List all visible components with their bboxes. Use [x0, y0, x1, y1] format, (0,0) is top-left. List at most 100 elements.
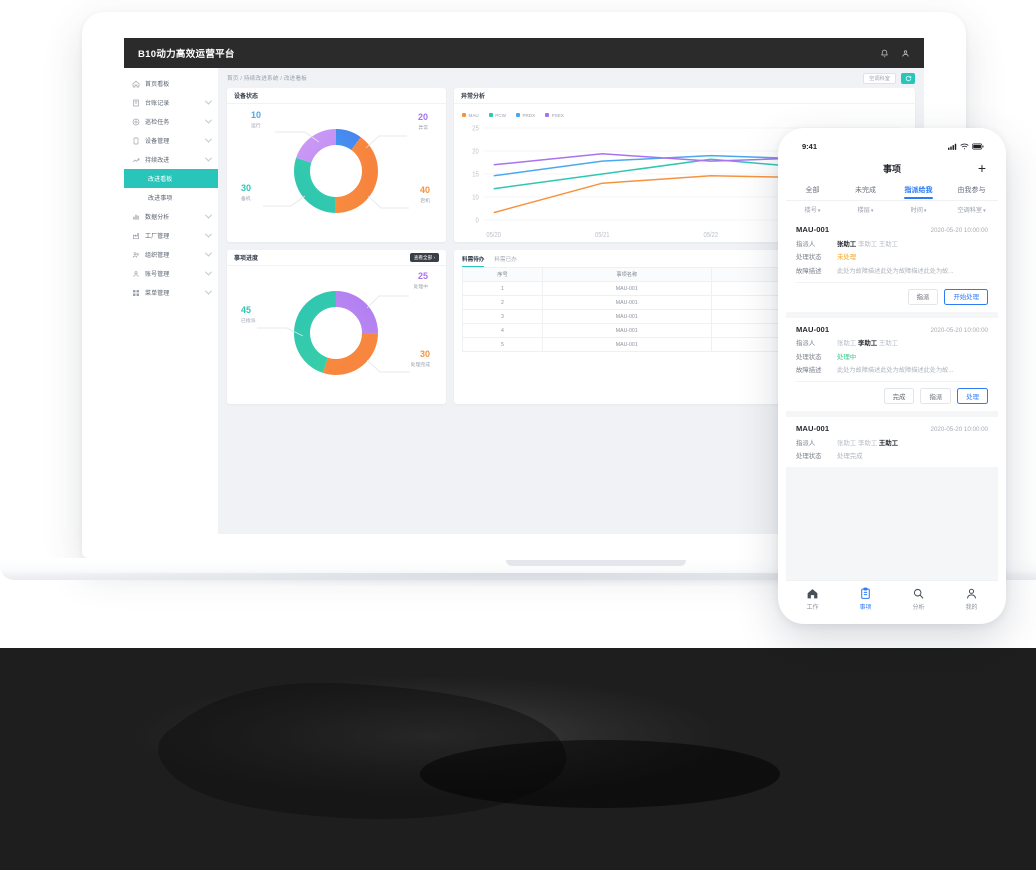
legend-item[interactable]: MAU [462, 113, 479, 118]
legend-item[interactable]: PSEX [545, 113, 564, 118]
sidebar-sublabel: 改进看板 [148, 177, 173, 183]
legend-swatch [462, 113, 466, 117]
assignee-name: 王助工 [878, 439, 899, 447]
assignee-label: 指派人 [796, 340, 816, 347]
sidebar-item-account[interactable]: 账号管理 [124, 264, 218, 283]
status-label: 处理状态 [796, 453, 822, 460]
list-item[interactable]: MAU-001 2020-05-20 10:00:00 指派人 张助工 李助工 … [786, 218, 998, 312]
sidebar-label: 数据分析 [145, 215, 170, 221]
assignee-values: 张助工 李助工 王助工 [837, 239, 898, 248]
card-actions: 完成 指派 处理 [796, 381, 988, 404]
legend-item[interactable]: PRDX [515, 113, 535, 118]
svg-text:15: 15 [472, 171, 479, 179]
sidebar-item-organization[interactable]: 组织管理 [124, 245, 218, 264]
tabbar-item-analysis[interactable]: 分析 [892, 587, 945, 611]
donut-callout-abnormal: 20 异常 [417, 112, 428, 131]
phone-navbar: 事项 + [786, 156, 998, 180]
svg-text:20: 20 [472, 148, 479, 156]
cell-index: 1 [462, 281, 543, 296]
status-badge: 处理中 [837, 353, 857, 361]
item-date: 2020-05-20 10:00:00 [930, 426, 988, 433]
assignee-name: 王助工 [878, 240, 899, 248]
cell-name: MAU-001 [541, 309, 712, 324]
cell-index: 2 [462, 295, 543, 310]
tab-todo[interactable]: 料需待办 [462, 250, 485, 267]
complete-button[interactable]: 完成 [883, 388, 915, 404]
cell-name: MAU-001 [541, 337, 712, 352]
svg-text:0: 0 [475, 217, 479, 225]
svg-text:25: 25 [472, 125, 479, 133]
start-process-button[interactable]: 开始处理 [944, 288, 988, 305]
desc-label: 故障描述 [796, 367, 822, 374]
assignee-name: 张助工 [837, 240, 857, 248]
filter-floor[interactable]: 楼层▾ [857, 207, 874, 214]
tabbar-item-mine[interactable]: 我的 [945, 587, 998, 611]
bell-icon[interactable] [880, 49, 889, 58]
sidebar-label: 工厂管理 [145, 234, 170, 240]
add-item-button[interactable]: + [977, 160, 986, 176]
list-item[interactable]: MAU-001 2020-05-20 10:00:00 指派人 张助工 李助工 … [786, 317, 998, 411]
tabbar-item-items[interactable]: 事项 [839, 587, 892, 611]
filter-building[interactable]: 楼号▾ [804, 207, 821, 214]
cell-index: 3 [462, 309, 543, 324]
process-button[interactable]: 处理 [957, 388, 988, 404]
status-label: 处理状态 [796, 353, 822, 361]
list-item[interactable]: MAU-001 2020-05-20 10:00:00 指派人 张助工 李助工 … [786, 417, 998, 467]
chevron-down-icon [204, 268, 213, 276]
card-header: 异常分析 [454, 88, 915, 104]
filter-department[interactable]: 空调科室▾ [957, 207, 986, 214]
phone-filter-bar: 楼号▾ 楼层▾ 时间▾ 空调科室▾ [786, 200, 998, 218]
device-status-card: 设备状态 [227, 88, 446, 242]
sidebar-item-home[interactable]: 首页看板 [124, 74, 218, 93]
sidebar-item-factory[interactable]: 工厂管理 [124, 226, 218, 245]
assignee-label: 指派人 [796, 439, 816, 447]
tabbar-item-work[interactable]: 工作 [786, 587, 839, 611]
sidebar-subitem-improvement-items[interactable]: 改进事项 [124, 188, 218, 207]
col-index: 序号 [462, 267, 543, 282]
sidebar-subitem-improvement-board[interactable]: 改进看板 [124, 169, 218, 188]
chart-legend: MAU PCW PRDX [462, 110, 907, 120]
refresh-button[interactable] [901, 72, 915, 84]
view-all-button[interactable]: 查看全部 › [409, 253, 439, 262]
assignee-values: 张助工 李助工 王助工 [837, 338, 898, 347]
sidebar-item-device[interactable]: 设备管理 [124, 131, 218, 150]
assign-button[interactable]: 指派 [920, 388, 952, 404]
user-icon[interactable] [901, 49, 910, 58]
tab-done[interactable]: 料需已办 [494, 256, 517, 263]
donut-callout-running: 10 运行 [251, 110, 262, 129]
tabbar-label: 工作 [806, 604, 819, 611]
header-icon-group [880, 49, 910, 58]
assign-button[interactable]: 指派 [907, 288, 939, 305]
tab-incomplete[interactable]: 未完成 [855, 187, 876, 194]
sidebar-item-inspection[interactable]: 巡检任务 [124, 112, 218, 131]
donut-callout-assigned: 45 已指派 [241, 305, 256, 324]
card-top: MAU-001 2020-05-20 10:00:00 [796, 325, 988, 334]
desc-row: 故障描述 此处为故障描述此处为故障描述此处为故... [796, 365, 988, 374]
table-tabs: 料需待办 料需已办 [454, 250, 915, 267]
desc-text: 此处为故障描述此处为故障描述此处为故... [837, 367, 954, 374]
legend-item[interactable]: PCW [488, 113, 506, 118]
assignee-name: 李助工 [857, 240, 878, 248]
assignee-name: 王助工 [878, 340, 899, 347]
tab-assigned-to-me[interactable]: 指派给我 [892, 180, 945, 200]
item-code: MAU-001 [796, 324, 830, 334]
search-icon [913, 588, 924, 599]
assignee-name: 李助工 [857, 340, 878, 347]
sidebar-item-improvement[interactable]: 持续改进 [124, 150, 218, 169]
item-date: 2020-05-20 10:00:00 [930, 227, 988, 234]
svg-text:10: 10 [472, 194, 479, 202]
sidebar-item-ledger[interactable]: 台账记录 [124, 93, 218, 112]
status-row: 处理状态 未处理 [796, 252, 988, 261]
filter-time[interactable]: 时间▾ [910, 207, 927, 214]
tab-all[interactable]: 全部 [805, 187, 820, 194]
department-filter-button[interactable]: 空调科室 [863, 72, 896, 84]
phone-screen: 9:41 事项 + 全部 未完成 指派给我 由我参与 楼号▾ [786, 136, 998, 616]
sidebar-item-analytics[interactable]: 数据分析 [124, 207, 218, 226]
sidebar-item-menu[interactable]: 菜单管理 [124, 283, 218, 302]
card-top: MAU-001 2020-05-20 10:00:00 [796, 424, 988, 433]
home-icon [131, 79, 140, 88]
tab-participated[interactable]: 由我参与 [957, 187, 986, 194]
phone-tabbar: 工作 事项 分析 我的 [786, 580, 998, 616]
desc-text: 此处为故障描述此处为故障描述此处为故... [837, 267, 954, 275]
phone-item-list[interactable]: MAU-001 2020-05-20 10:00:00 指派人 张助工 李助工 … [786, 218, 998, 580]
